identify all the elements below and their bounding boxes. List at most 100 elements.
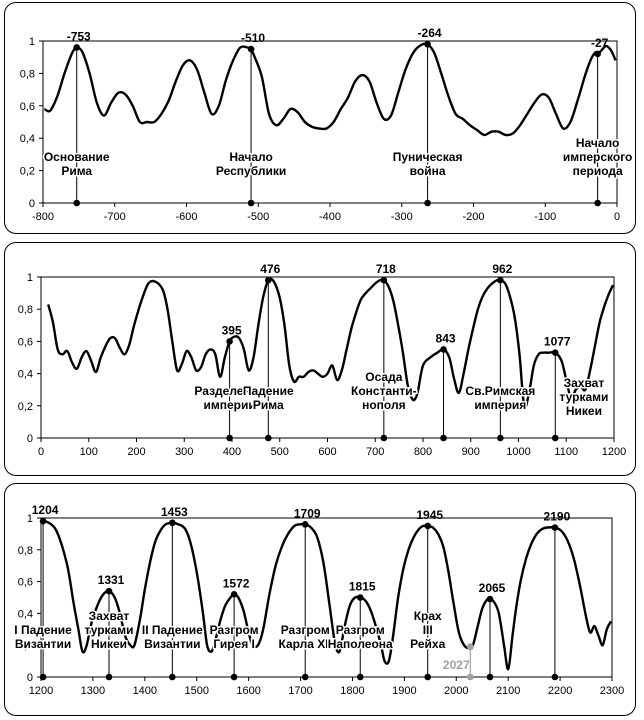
year-label: 1945 bbox=[416, 508, 443, 522]
x-tick-label: 600 bbox=[318, 446, 336, 458]
peak-marker bbox=[301, 521, 309, 528]
event-label: Захват bbox=[564, 376, 605, 390]
event-label: Никеи bbox=[91, 637, 127, 651]
peak-marker bbox=[497, 276, 504, 284]
event-label: Св.Римская bbox=[465, 384, 535, 398]
series-line bbox=[43, 42, 617, 137]
peak-marker bbox=[169, 519, 176, 527]
event-label: Константи- bbox=[351, 384, 417, 398]
event-label: империи bbox=[203, 398, 255, 412]
chart-middle-ages: 0 0,2 0,4 0,6 0,8 1 0 100 200 300 400 500 600 700 800 9… bbox=[18, 262, 627, 458]
event-label: Рейха bbox=[410, 637, 445, 651]
event-label: Разгром bbox=[210, 623, 259, 637]
x-tick-label: 1000 bbox=[506, 446, 530, 458]
y-tick-label: 0,4 bbox=[18, 608, 33, 620]
x-tick-label: 1300 bbox=[81, 685, 105, 697]
x-tick-label: 1600 bbox=[236, 685, 260, 697]
year-label: 1453 bbox=[161, 505, 188, 519]
x-tick-label: 0 bbox=[38, 446, 44, 458]
x-tick-label: -800 bbox=[32, 211, 54, 223]
peak-marker bbox=[380, 276, 388, 284]
forecast-peak-marker bbox=[466, 643, 474, 651]
x-tick-label: 200 bbox=[127, 446, 145, 458]
event-label: Гирея I bbox=[213, 637, 255, 651]
event-label: Разгром bbox=[336, 623, 385, 637]
baseline-marker bbox=[230, 673, 238, 681]
y-tick-label: 0,8 bbox=[20, 68, 35, 80]
y-tick-label: 0,8 bbox=[18, 304, 33, 316]
y-tick-label: 1 bbox=[29, 36, 35, 48]
x-tick-label: 2200 bbox=[548, 685, 572, 697]
event-label: Начало bbox=[576, 136, 619, 150]
y-tick-label: 0,6 bbox=[18, 577, 33, 589]
x-tick-label: -100 bbox=[534, 211, 556, 223]
event-label: Византии bbox=[144, 637, 200, 651]
event-label: I Падение bbox=[14, 623, 72, 637]
y-tick-label: 0,2 bbox=[20, 166, 35, 178]
peak-marker bbox=[264, 276, 272, 284]
baseline-marker bbox=[73, 199, 81, 207]
x-tick-label: -300 bbox=[391, 211, 413, 223]
year-label: 718 bbox=[376, 262, 396, 276]
y-tick-label: 0,8 bbox=[18, 545, 33, 557]
x-tick-label: -200 bbox=[462, 211, 484, 223]
y-tick-label: 1 bbox=[27, 272, 33, 284]
baseline-marker bbox=[486, 673, 494, 681]
event-label: Захват bbox=[89, 609, 130, 623]
y-tick-label: 0 bbox=[27, 433, 33, 445]
x-tick-label: 300 bbox=[175, 446, 193, 458]
x-tick-label: 2100 bbox=[496, 685, 520, 697]
x-tick-label: 2300 bbox=[600, 685, 624, 697]
x-tick-label: 700 bbox=[366, 446, 384, 458]
plot-frame bbox=[40, 517, 613, 678]
x-tick-label: 2000 bbox=[444, 685, 468, 697]
x-tick-label: 1800 bbox=[340, 685, 364, 697]
event-label: Разделение bbox=[194, 384, 265, 398]
event-label: периода bbox=[573, 164, 623, 178]
year-label: 1331 bbox=[98, 573, 125, 587]
x-tick-label: 1900 bbox=[392, 685, 416, 697]
peak-marker bbox=[551, 349, 559, 356]
baseline-marker bbox=[440, 434, 447, 442]
series-line bbox=[40, 520, 613, 671]
y-tick-label: 0,6 bbox=[20, 101, 35, 113]
baseline-marker bbox=[594, 199, 601, 207]
year-label: -510 bbox=[241, 31, 265, 45]
x-tick-label: -400 bbox=[319, 211, 341, 223]
x-tick-label: 400 bbox=[223, 446, 241, 458]
plot-frame bbox=[42, 40, 618, 204]
event-label: Падение bbox=[243, 384, 294, 398]
baseline-marker bbox=[39, 673, 47, 681]
baseline-marker bbox=[226, 434, 233, 442]
forecast-baseline-marker bbox=[466, 673, 474, 681]
baseline-marker bbox=[105, 673, 113, 681]
forecast-year-label: 2027 bbox=[443, 658, 470, 672]
year-label: -753 bbox=[67, 29, 91, 43]
chart-panel-ancient-rome: 0 0,2 0,4 0,6 0,8 1 -800 -700 -600 -500 -400 -300 -2… bbox=[4, 2, 636, 234]
x-tick-label: 1500 bbox=[184, 685, 208, 697]
event-label: империя bbox=[474, 398, 526, 412]
baseline-marker bbox=[264, 434, 272, 442]
x-tick-label: -700 bbox=[104, 211, 126, 223]
chart-panel-modern-era: 0 0,2 0,4 0,6 0,8 1 1200 1300 1400 1500 1600 1700 18… bbox=[4, 483, 636, 716]
peak-marker bbox=[356, 594, 364, 601]
event-label: нополя bbox=[362, 398, 405, 412]
year-label: -264 bbox=[418, 26, 442, 40]
peak-marker bbox=[73, 44, 81, 51]
year-label: 1815 bbox=[349, 580, 376, 594]
series-line bbox=[47, 277, 615, 409]
event-label: Карла XII bbox=[278, 637, 331, 651]
baseline-marker bbox=[551, 673, 559, 681]
baseline-marker bbox=[301, 673, 309, 681]
x-tick-label: 0 bbox=[614, 211, 620, 223]
baseline-marker bbox=[424, 673, 432, 681]
event-label: Крах bbox=[414, 609, 442, 623]
baseline-marker bbox=[356, 673, 364, 681]
event-label: Рима bbox=[61, 164, 92, 178]
peak-marker bbox=[424, 40, 431, 48]
event-label: Начало bbox=[229, 150, 272, 164]
event-label: Осада bbox=[365, 370, 402, 384]
event-label: Республики bbox=[216, 164, 286, 178]
event-label: Никеи bbox=[566, 404, 602, 418]
year-label: 1572 bbox=[223, 576, 250, 590]
